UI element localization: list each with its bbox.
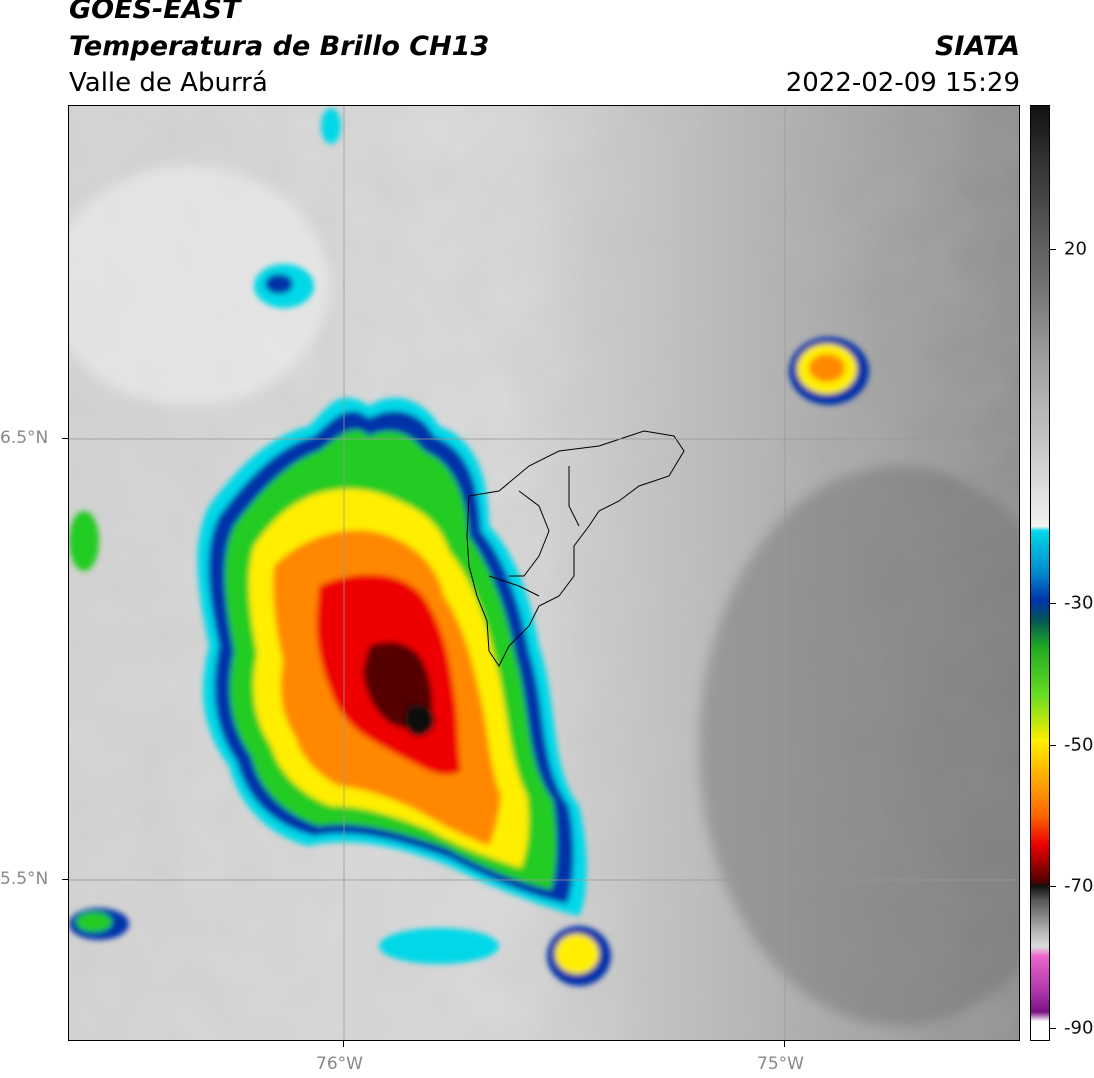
agency-label: SIATA (934, 31, 1020, 62)
convective-cell (197, 397, 587, 917)
lat-tick-55 (62, 879, 68, 880)
lon-tick-75 (784, 1041, 785, 1047)
colorbar-tick-minus70 (1050, 886, 1056, 887)
colorbar-label-minus30: -30 (1064, 592, 1094, 614)
satellite-title: GOES-EAST (69, 0, 241, 25)
colorbar-tick-minus30 (1050, 603, 1056, 604)
colorbar-tick-20 (1050, 249, 1056, 250)
colorbar-label-minus50: -50 (1064, 734, 1094, 756)
region-label: Valle de Aburrá (69, 68, 268, 98)
warm-area (699, 466, 1019, 1026)
colorbar (1030, 105, 1050, 1041)
lon-label-75: 75°W (757, 1054, 804, 1074)
lat-label-55: 5.5°N (0, 869, 49, 889)
colorbar-label-minus90: -90 (1064, 1017, 1094, 1039)
product-title: Temperatura de Brillo CH13 (69, 31, 490, 62)
municipal-boundaries (466, 430, 685, 667)
lon-tick-76 (343, 1041, 344, 1047)
map-canvas (69, 106, 1019, 1040)
timestamp-label: 2022-02-09 15:29 (785, 68, 1020, 98)
colorbar-tick-minus50 (1050, 745, 1056, 746)
small-cells (69, 108, 869, 986)
graticule (69, 106, 1019, 1040)
bright-area (69, 166, 329, 406)
lon-label-76: 76°W (316, 1054, 363, 1074)
satellite-map (68, 105, 1020, 1041)
lat-tick-65 (62, 438, 68, 439)
colorbar-label-20: 20 (1064, 238, 1087, 260)
colorbar-label-minus70: -70 (1064, 875, 1094, 897)
colorbar-tick-minus90 (1050, 1028, 1056, 1029)
lat-label-65: 6.5°N (0, 428, 49, 448)
